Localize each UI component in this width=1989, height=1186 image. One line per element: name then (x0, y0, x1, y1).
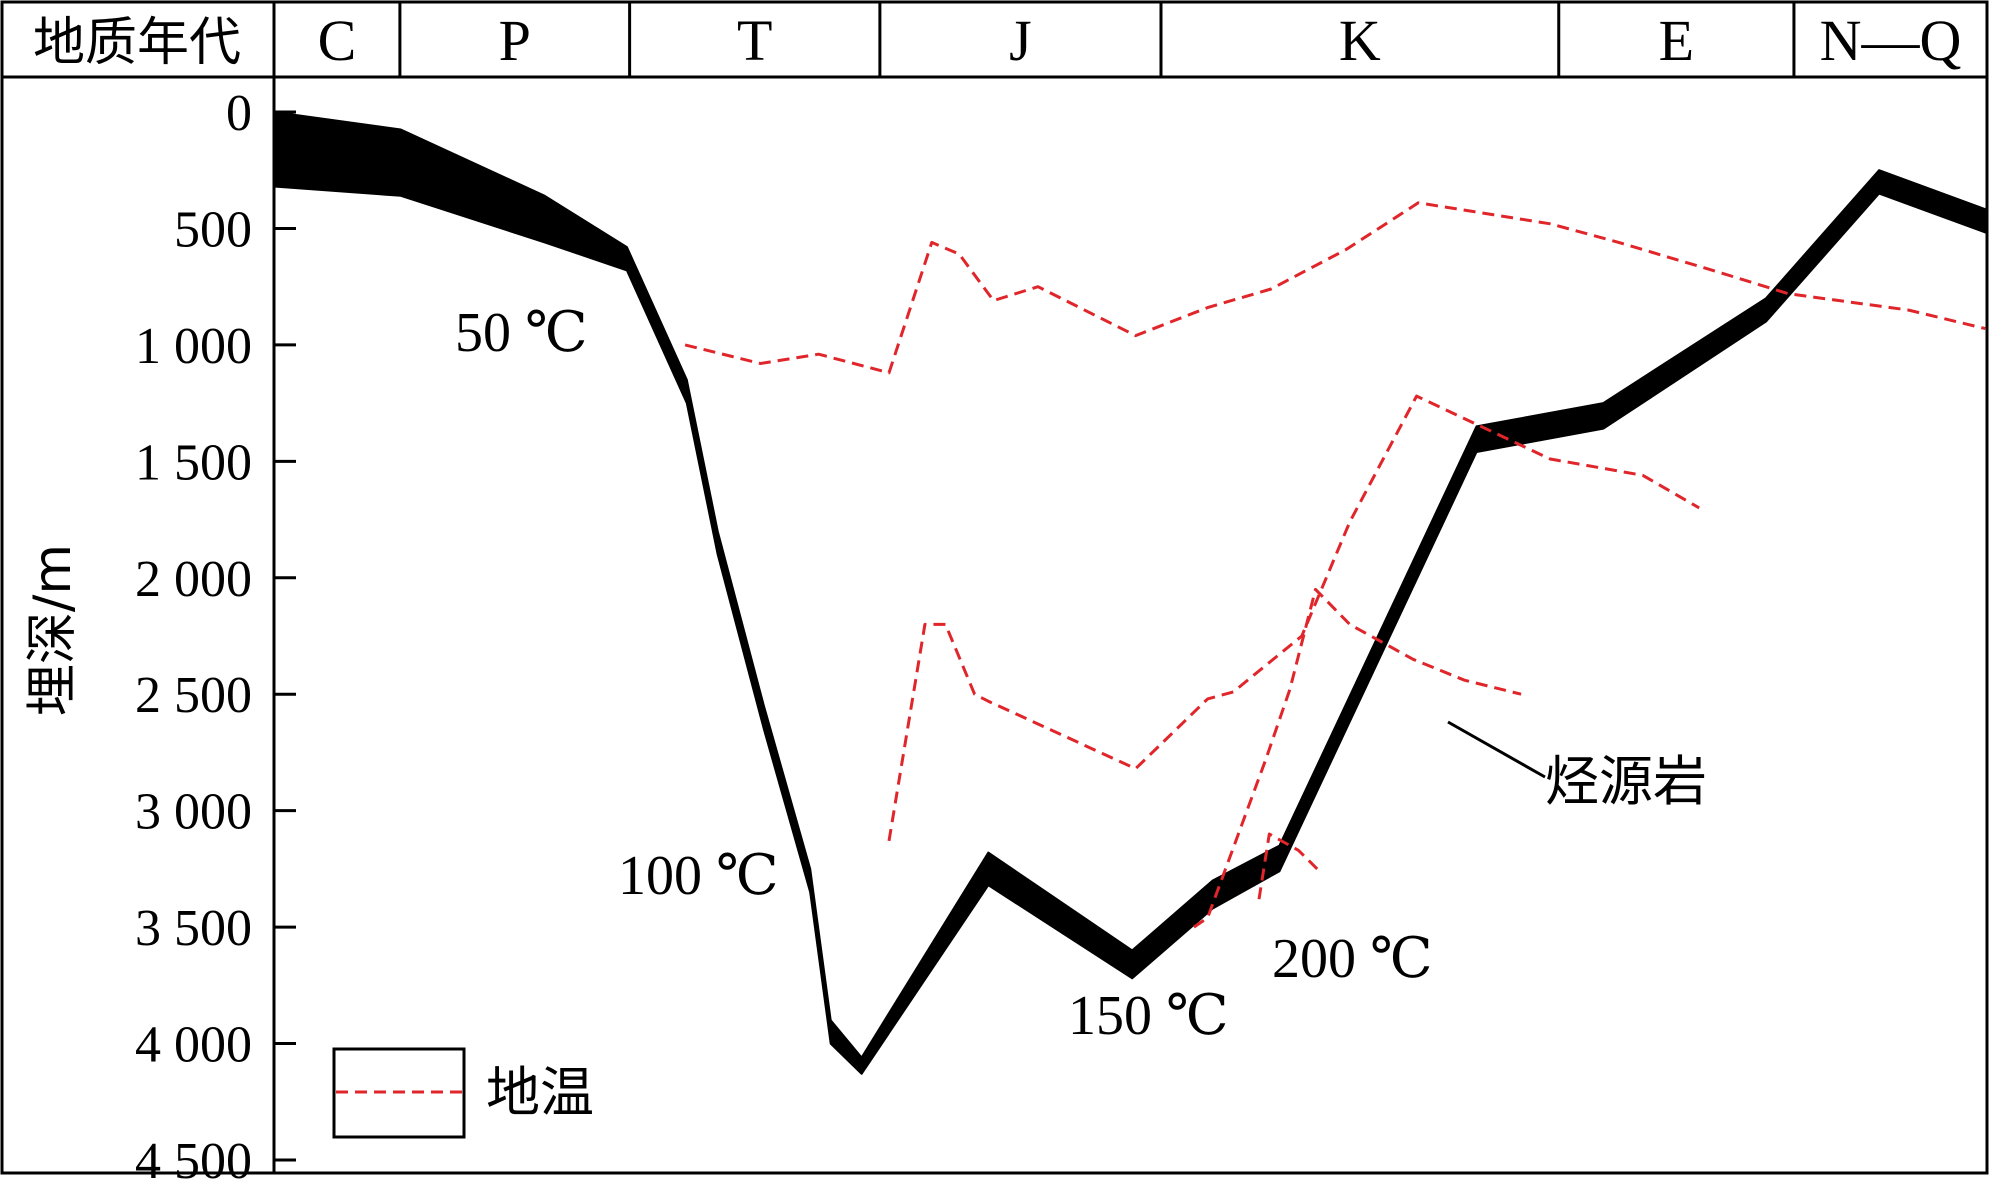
source-rock-label: 烃源岩 (1545, 750, 1707, 813)
isotherm-label-100: 100 ℃ (618, 845, 779, 907)
y-tick-label: 1 000 (135, 318, 252, 375)
y-axis-ticks: 0 500 1 000 1 500 2 000 2 500 3 000 3 500 4 000 4… (135, 85, 296, 1186)
header-title: 地质年代 (33, 13, 241, 73)
y-tick-label: 3 500 (135, 900, 252, 957)
y-tick-label: 0 (226, 85, 252, 142)
isotherm-line (1257, 832, 1319, 900)
period-label: P (499, 8, 531, 73)
isotherm-line (1193, 587, 1522, 929)
period-label: C (318, 8, 357, 73)
y-tick-label: 1 500 (135, 434, 252, 491)
y-tick-label: 2 000 (135, 551, 252, 608)
isotherm-label-50: 50 ℃ (455, 302, 588, 364)
y-tick-label: 4 000 (135, 1017, 252, 1074)
period-label: T (737, 8, 772, 73)
y-axis-label: 埋深/m (23, 544, 83, 716)
period-header: C P T J K E N—Q (318, 2, 1962, 77)
y-tick-label: 500 (174, 201, 252, 258)
period-label: E (1659, 8, 1694, 73)
legend-label: 地温 (486, 1061, 594, 1124)
isotherm-line (684, 201, 1986, 375)
source-rock-leader (1447, 720, 1546, 779)
burial-curve-band (273, 111, 1988, 1075)
burial-curve (273, 111, 1988, 1075)
period-label: N—Q (1820, 8, 1962, 73)
isotherm-label-150: 150 ℃ (1068, 985, 1229, 1047)
y-tick-label: 2 500 (135, 667, 252, 724)
period-label: J (1009, 8, 1032, 73)
y-tick-label: 3 000 (135, 784, 252, 841)
isotherm-line (887, 394, 1700, 842)
isotherm-label-200: 200 ℃ (1272, 928, 1433, 990)
period-label: K (1339, 8, 1381, 73)
isotherm-lines (684, 201, 1986, 929)
y-tick-label: 4 500 (135, 1133, 252, 1186)
